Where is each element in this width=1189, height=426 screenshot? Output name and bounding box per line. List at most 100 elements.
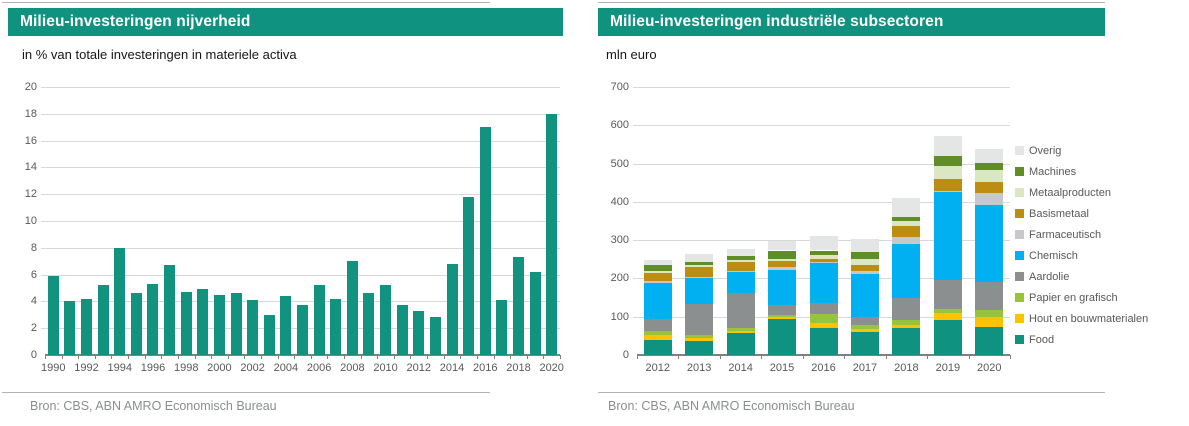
segment-2012-machines (643, 265, 672, 271)
x-axis-tick (493, 355, 495, 359)
gridline-y-8 (41, 247, 560, 249)
segment-2015-chemisch (768, 269, 797, 305)
segment-2017-aardolie (850, 317, 879, 326)
x-axis-tick (393, 355, 395, 359)
x-axis-tick (678, 355, 680, 359)
left-source-divider (2, 392, 490, 393)
x-axis-tick (45, 355, 46, 359)
segment-2015-machines (768, 250, 797, 259)
right-chart-title: Milieu-investeringen industriële subsect… (610, 13, 944, 30)
x-axis-tick (327, 355, 329, 359)
segment-2017-chemisch (850, 273, 879, 318)
x-tick-label: 2017 (852, 362, 878, 374)
segment-2020-machines (975, 163, 1004, 171)
segment-2020-overig (975, 149, 1004, 164)
x-tick-label: 2018 (506, 362, 531, 374)
segment-2014-papier-en-grafisch (726, 328, 755, 332)
gridline-y-14 (41, 167, 560, 169)
segment-2014-chemisch (726, 272, 755, 293)
segment-2014-metaalproducten (726, 259, 755, 263)
segment-2014-farmaceutisch (726, 270, 755, 273)
bar-2006 (313, 285, 325, 355)
segment-2013-chemisch (685, 278, 714, 305)
x-tick-label: 2012 (645, 362, 670, 374)
legend-swatch-icon (1015, 188, 1024, 197)
x-axis-tick (227, 355, 229, 359)
x-tick-label: 2004 (273, 362, 299, 374)
legend-label: Chemisch (1029, 249, 1078, 262)
bar-1998 (180, 292, 192, 355)
bar-1991 (64, 301, 76, 355)
segment-2015-basismetaal (768, 260, 797, 268)
segment-2017-papier-en-grafisch (850, 325, 879, 329)
segment-2014-food (726, 333, 755, 355)
legend-swatch-icon (1015, 314, 1024, 323)
segment-2017-machines (850, 252, 879, 259)
y-tick-label: 6 (30, 268, 37, 281)
bar-2015 (463, 196, 475, 355)
gridline-y-6 (41, 274, 560, 276)
segment-2013-food (685, 340, 714, 355)
legend-item-overig: Overig (1015, 140, 1148, 161)
bar-2013 (429, 317, 441, 355)
legend-label: Metaalproducten (1029, 186, 1111, 199)
bar-1993 (97, 285, 109, 355)
x-axis-tick (128, 355, 130, 359)
gridline-y-20 (41, 87, 560, 88)
segment-2014-aardolie (726, 292, 755, 329)
segment-2019-farmaceutisch (933, 190, 962, 192)
bar-2020 (546, 113, 558, 355)
bar-2007 (330, 298, 342, 355)
segment-2016-basismetaal (809, 258, 838, 262)
segment-2014-machines (726, 255, 755, 260)
segment-2019-food (933, 320, 962, 355)
segment-2013-overig (685, 254, 714, 262)
legend-swatch-icon (1015, 209, 1024, 218)
segment-2012-overig (643, 260, 672, 266)
x-tick-label: 1996 (140, 362, 166, 374)
legend-swatch-icon (1015, 293, 1024, 302)
legend-swatch-icon (1015, 230, 1024, 239)
x-tick-label: 2015 (769, 362, 795, 374)
x-tick-label: 2013 (686, 362, 712, 374)
y-tick-label: 8 (30, 241, 37, 254)
right-chart-legend: Overig Machines Metaalproducten Basismetaal… (1015, 140, 1148, 350)
segment-2020-papier-en-grafisch (975, 310, 1004, 318)
segment-2012-metaalproducten (643, 270, 672, 273)
x-axis-tick (310, 355, 312, 359)
legend-item-farmaceutisch: Farmaceutisch (1015, 224, 1148, 245)
legend-item-basismetaal: Basismetaal (1015, 203, 1148, 224)
x-tick-label: 2019 (935, 362, 961, 374)
x-axis-tick (94, 355, 96, 359)
segment-2020-basismetaal (975, 181, 1004, 194)
segment-2013-hout-en-bouwmaterialen (685, 337, 714, 341)
segment-2016-chemisch (809, 262, 838, 303)
legend-swatch-icon (1015, 272, 1024, 281)
x-tick-label: 2006 (306, 362, 332, 374)
bar-1995 (130, 293, 142, 355)
x-axis-tick (377, 355, 379, 359)
x-axis-tick (526, 355, 528, 359)
x-axis-tick (927, 355, 929, 359)
bar-2017 (496, 300, 508, 355)
x-tick-label: 2000 (207, 362, 232, 374)
legend-label: Farmaceutisch (1029, 228, 1102, 241)
x-tick-label: 1998 (173, 362, 199, 374)
legend-label: Aardolie (1029, 270, 1070, 283)
segment-2018-overig (892, 198, 921, 217)
bar-1992 (81, 298, 93, 355)
legend-item-hout-en-bouwmaterialen: Hout en bouwmaterialen (1015, 308, 1148, 329)
segment-2020-farmaceutisch (975, 193, 1004, 206)
segment-2015-aardolie (768, 304, 797, 316)
x-tick-label: 2008 (340, 362, 365, 374)
legend-item-papier-en-grafisch: Papier en grafisch (1015, 287, 1148, 308)
segment-2019-basismetaal (933, 179, 962, 191)
y-tick-label: 18 (24, 107, 37, 120)
y-tick-label: 400 (610, 195, 629, 208)
legend-swatch-icon (1015, 335, 1024, 344)
segment-2013-machines (685, 261, 714, 266)
segment-2019-aardolie (933, 280, 962, 309)
bar-2014 (446, 263, 458, 355)
x-axis-tick (460, 355, 462, 359)
bar-1994 (114, 247, 126, 355)
